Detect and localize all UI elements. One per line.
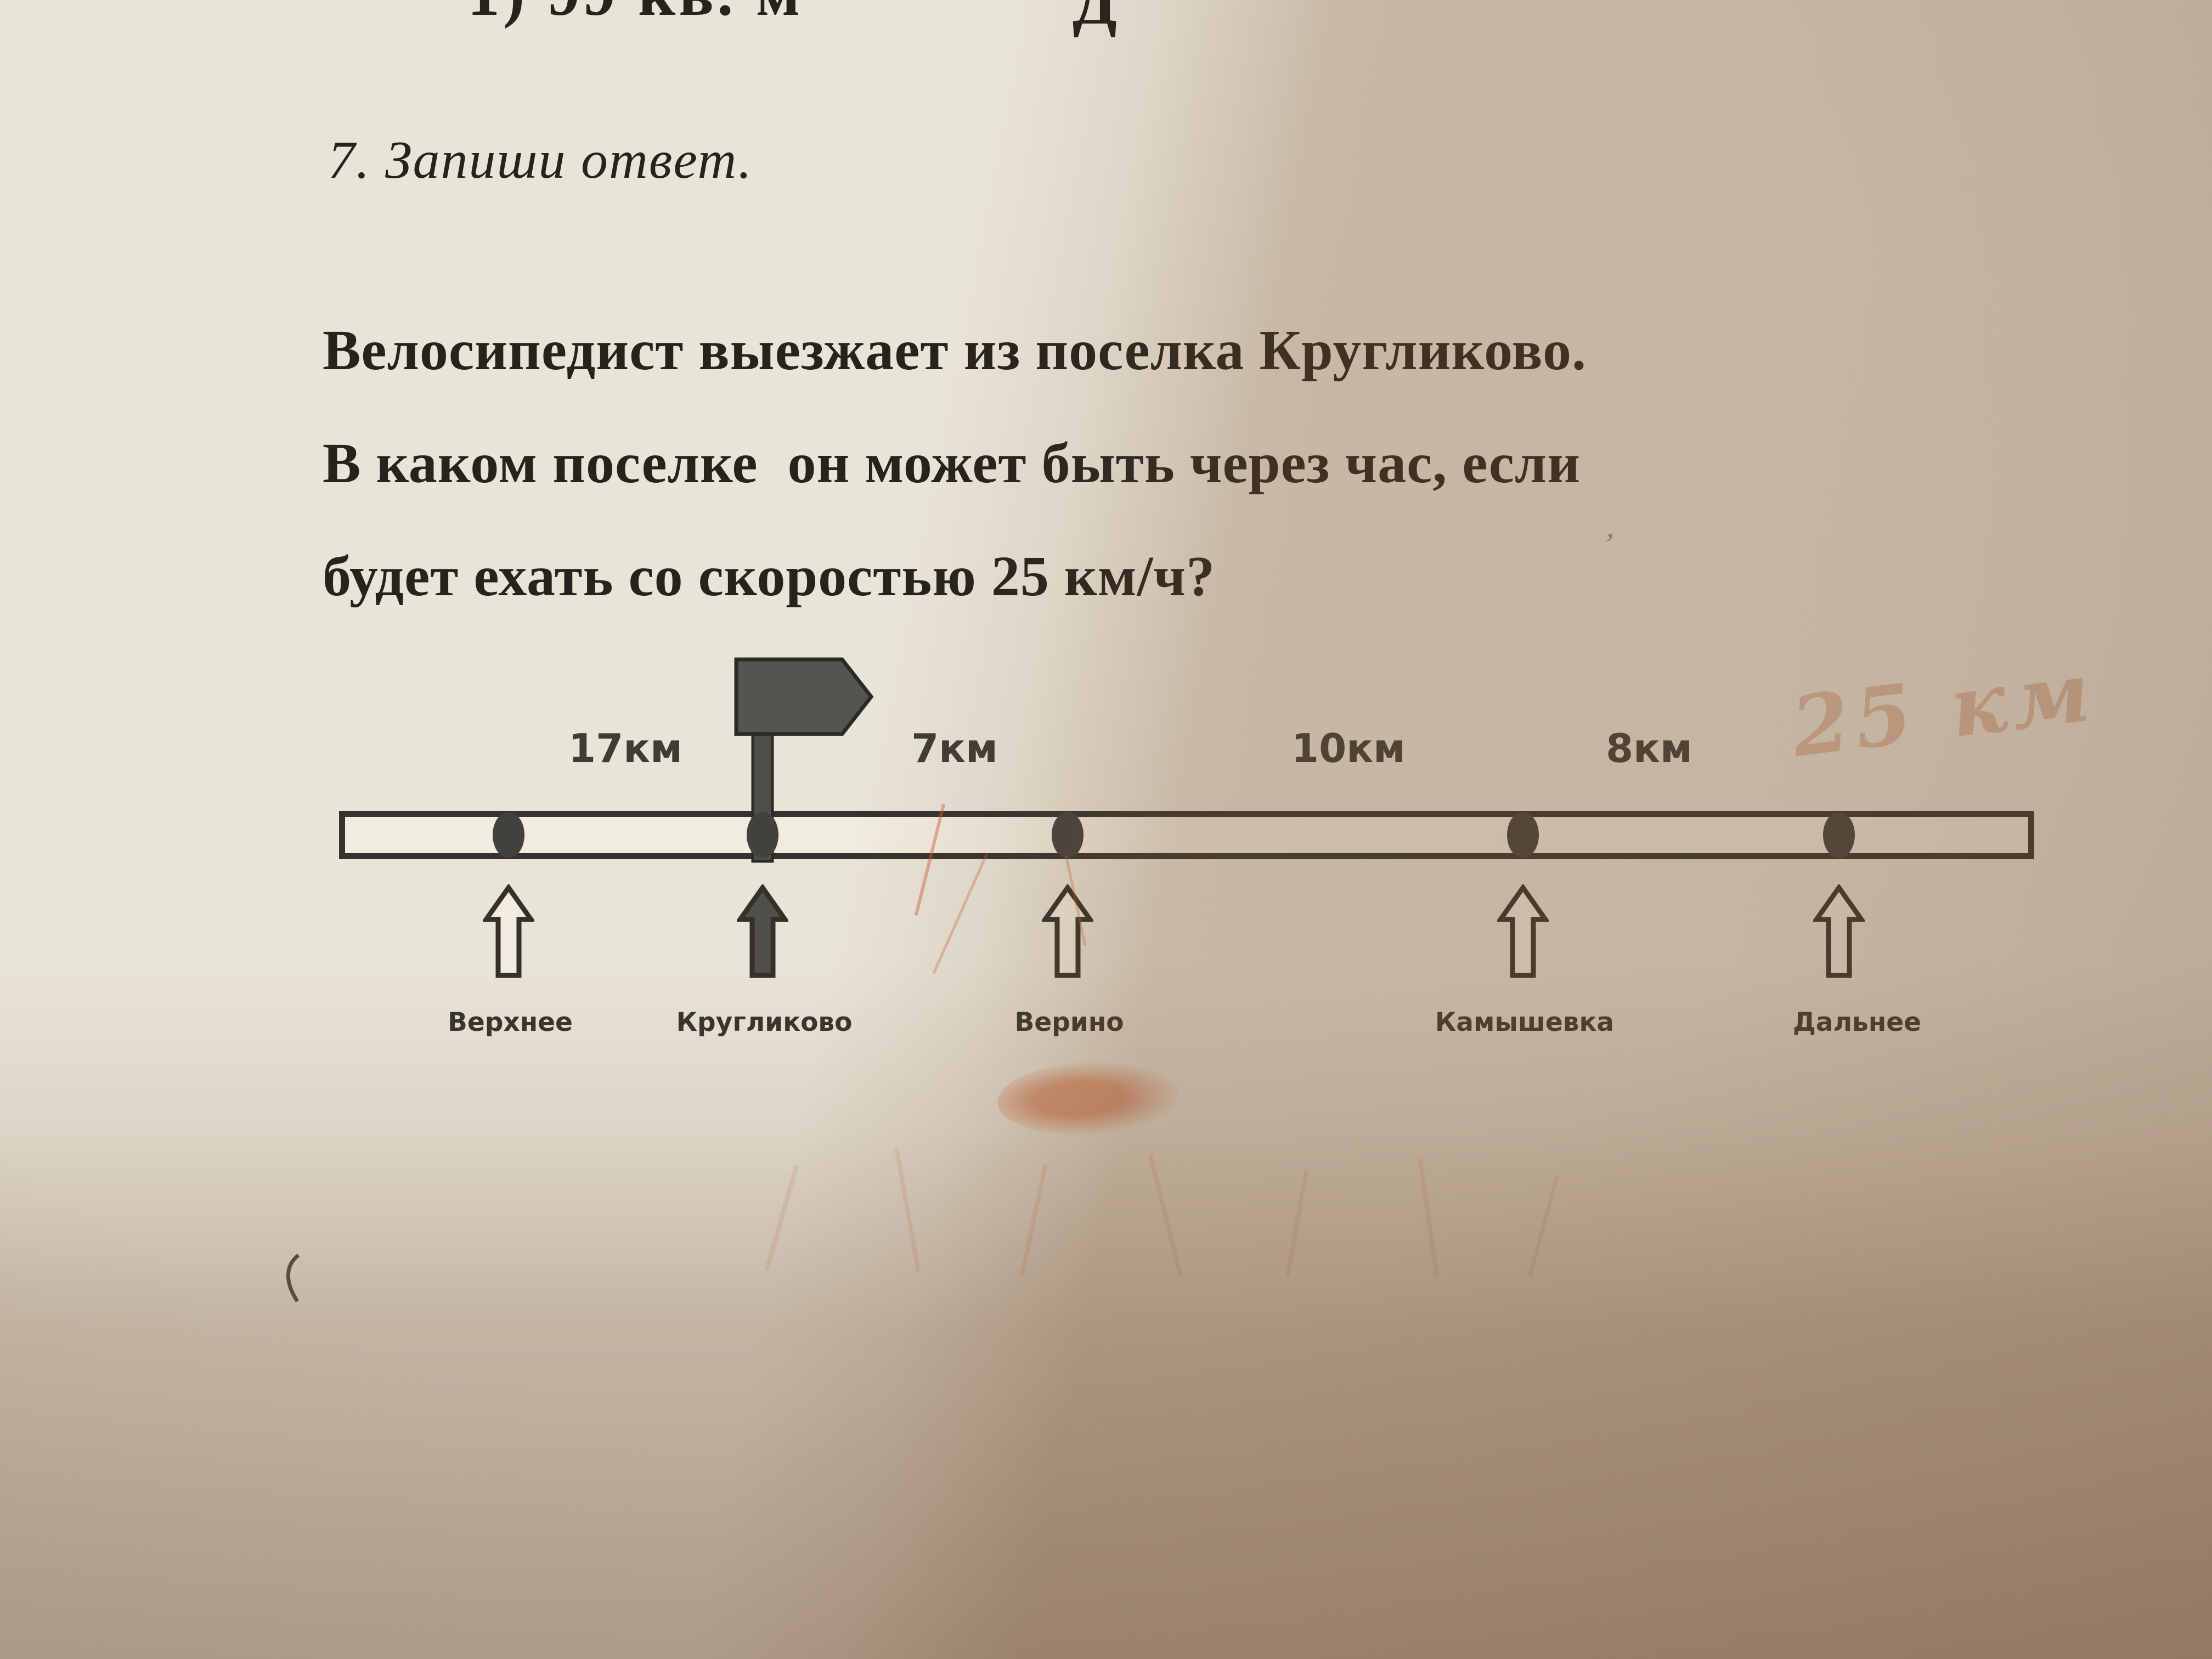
arrow-shape [1497, 884, 1549, 978]
village-dot-kamyshevka [1507, 812, 1539, 858]
problem-line-3: будет ехать со скоростью 25 км/ч? [323, 545, 1216, 608]
pen-squiggle [286, 1254, 300, 1302]
erased-stroke [1019, 1164, 1048, 1278]
village-dot-verhnee [493, 812, 524, 858]
cropped-text-top-right: Д [1073, 0, 1121, 38]
pencil-stroke [932, 853, 989, 974]
up-arrow-icon [1497, 884, 1549, 978]
erased-stroke [764, 1164, 799, 1272]
up-arrow-filled-icon [737, 884, 788, 978]
segment-distance-label: 7км [911, 725, 998, 771]
task-heading: 7. Запиши ответ. [328, 131, 753, 190]
erased-stroke [1418, 1158, 1440, 1278]
segment-distance-label: 17км [568, 725, 682, 771]
village-label-verino: Верино [1014, 1007, 1124, 1037]
village-dot-kruglikovo [747, 812, 778, 858]
arrow-shape [1813, 884, 1865, 978]
up-arrow-icon [1042, 884, 1093, 978]
up-arrow-icon [483, 884, 534, 978]
segment-distance-label: 8км [1606, 725, 1692, 771]
road-line [339, 811, 2034, 859]
segment-distance-label: 10км [1291, 725, 1406, 771]
erased-stroke [1285, 1169, 1309, 1278]
village-label-kruglikovo: Кругликово [676, 1007, 853, 1037]
arrow-shape [483, 884, 534, 978]
village-dot-verino [1052, 812, 1084, 858]
village-label-dalnee: Дальнее [1793, 1007, 1921, 1037]
squiggle-path [286, 1254, 300, 1302]
up-arrow-icon [1813, 884, 1865, 978]
village-label-kamyshevka: Камышевка [1435, 1007, 1615, 1037]
problem-line-1: Велосипедист выезжает из поселка Круглик… [323, 319, 1587, 382]
arrow-shape [737, 884, 788, 978]
erased-stroke [1528, 1175, 1559, 1277]
erased-stroke [1148, 1153, 1183, 1277]
problem-text: Велосипедист выезжает из поселка Круглик… [323, 294, 2133, 633]
flag-banner [734, 657, 874, 736]
arrow-shape [1042, 884, 1093, 978]
eraser-smudge [995, 1057, 1181, 1139]
village-label-verhnee: Верхнее [448, 1007, 573, 1037]
village-dot-dalnee [1823, 812, 1855, 858]
cropped-text-top-left: 1) 99 кв. м [467, 0, 803, 31]
problem-line-2: В каком поселке он может быть через час,… [323, 432, 1581, 495]
handwritten-annotation: 25 км [1786, 642, 2101, 776]
erased-stroke [894, 1147, 921, 1272]
